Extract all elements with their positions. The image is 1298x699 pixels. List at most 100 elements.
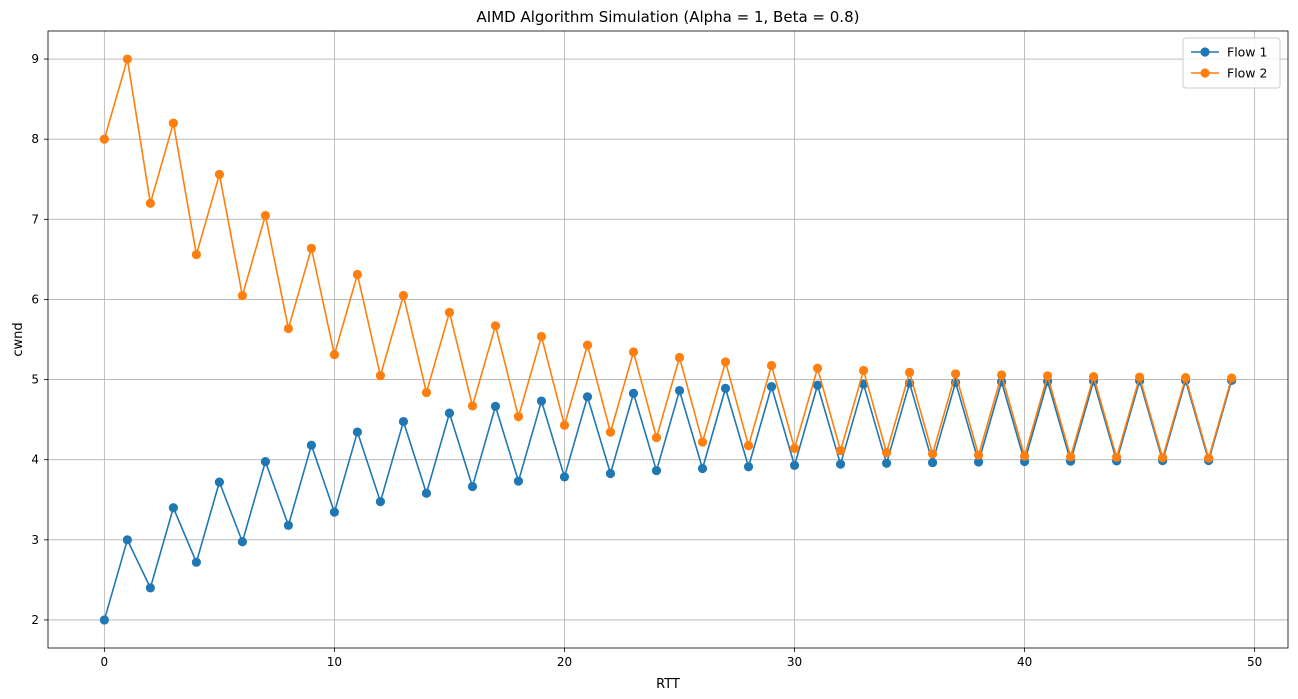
legend-label: Flow 1 xyxy=(1227,45,1267,60)
data-point xyxy=(191,557,201,567)
data-point xyxy=(467,481,478,492)
data-point xyxy=(398,290,409,301)
data-point xyxy=(628,388,639,398)
data-point xyxy=(789,443,800,453)
data-point xyxy=(145,583,155,593)
data-point xyxy=(651,433,662,443)
data-point xyxy=(927,457,938,468)
data-point xyxy=(490,401,501,412)
data-point xyxy=(99,615,109,625)
data-point xyxy=(950,369,961,379)
y-tick-label: 2 xyxy=(31,613,39,627)
y-tick-label: 7 xyxy=(31,212,39,226)
data-point xyxy=(145,198,155,208)
data-point xyxy=(490,321,501,331)
data-point xyxy=(306,440,317,450)
data-point xyxy=(1019,451,1030,461)
data-point xyxy=(766,360,777,371)
data-point xyxy=(1112,452,1122,462)
legend-marker xyxy=(1200,47,1210,57)
series-line xyxy=(103,58,1233,459)
data-point xyxy=(927,449,938,459)
y-tick-label: 3 xyxy=(31,533,39,547)
x-tick-label: 20 xyxy=(557,655,572,669)
data-point xyxy=(605,427,616,437)
data-point xyxy=(904,367,915,377)
data-point xyxy=(375,497,386,507)
data-point xyxy=(858,379,869,389)
data-point xyxy=(835,459,846,469)
ticks: 0 10 20 30 40 50 2 3 4 5 6 7 8 9 xyxy=(31,52,1262,669)
data-point xyxy=(720,357,731,367)
y-axis-label: cwnd xyxy=(11,322,26,356)
series-1 xyxy=(99,375,1237,625)
data-point xyxy=(582,392,593,402)
data-point xyxy=(697,463,708,474)
data-point xyxy=(168,118,178,128)
data-point xyxy=(720,383,731,393)
x-tick-label: 30 xyxy=(787,655,802,669)
data-point xyxy=(835,446,846,456)
data-point xyxy=(444,408,455,418)
data-point xyxy=(329,507,340,517)
data-point xyxy=(122,54,132,64)
data-point xyxy=(559,420,570,430)
data-point xyxy=(743,462,754,472)
data-point xyxy=(352,269,363,280)
legend-label: Flow 2 xyxy=(1227,66,1267,81)
data-point xyxy=(996,370,1007,380)
data-point xyxy=(306,243,317,253)
data-point xyxy=(1135,372,1145,382)
data-point xyxy=(260,210,271,221)
data-point xyxy=(973,450,984,460)
data-point xyxy=(122,535,132,545)
data-point xyxy=(283,323,294,334)
data-point xyxy=(881,458,892,468)
data-point xyxy=(1158,453,1168,463)
data-point xyxy=(1181,373,1191,383)
data-point xyxy=(812,380,823,390)
data-point xyxy=(191,249,201,260)
data-point xyxy=(559,472,570,482)
data-point xyxy=(421,387,432,398)
data-point xyxy=(237,290,247,301)
data-point xyxy=(444,307,455,317)
series-layer xyxy=(99,54,1237,625)
data-point xyxy=(881,447,892,458)
chart-title: AIMD Algorithm Simulation (Alpha = 1, Be… xyxy=(477,8,860,26)
series-line xyxy=(103,379,1233,621)
data-point xyxy=(789,460,800,470)
data-point xyxy=(697,437,708,447)
data-point xyxy=(1042,371,1053,381)
data-point xyxy=(1227,373,1237,383)
legend-marker xyxy=(1200,68,1210,78)
data-point xyxy=(973,457,984,467)
data-point xyxy=(1089,372,1099,382)
data-point xyxy=(812,363,823,373)
data-point xyxy=(674,385,685,396)
data-point xyxy=(329,350,340,360)
data-point xyxy=(582,340,593,350)
data-point xyxy=(536,396,547,406)
legend: Flow 1 Flow 2 xyxy=(1182,37,1281,89)
data-point xyxy=(605,468,616,479)
data-point xyxy=(467,401,478,411)
data-point xyxy=(237,537,247,547)
data-point xyxy=(651,466,662,476)
data-point xyxy=(214,477,224,487)
x-tick-label: 0 xyxy=(101,655,109,669)
data-point xyxy=(628,347,639,357)
data-point xyxy=(513,412,524,422)
data-point xyxy=(1204,453,1214,463)
plot-frame xyxy=(47,30,1289,649)
y-tick-label: 4 xyxy=(31,453,39,467)
data-point xyxy=(421,488,432,498)
data-point xyxy=(513,476,524,486)
data-point xyxy=(766,382,777,392)
x-tick-label: 10 xyxy=(327,655,342,669)
data-point xyxy=(743,440,754,451)
y-tick-label: 6 xyxy=(31,292,39,306)
data-point xyxy=(99,134,109,144)
data-point xyxy=(283,520,294,530)
